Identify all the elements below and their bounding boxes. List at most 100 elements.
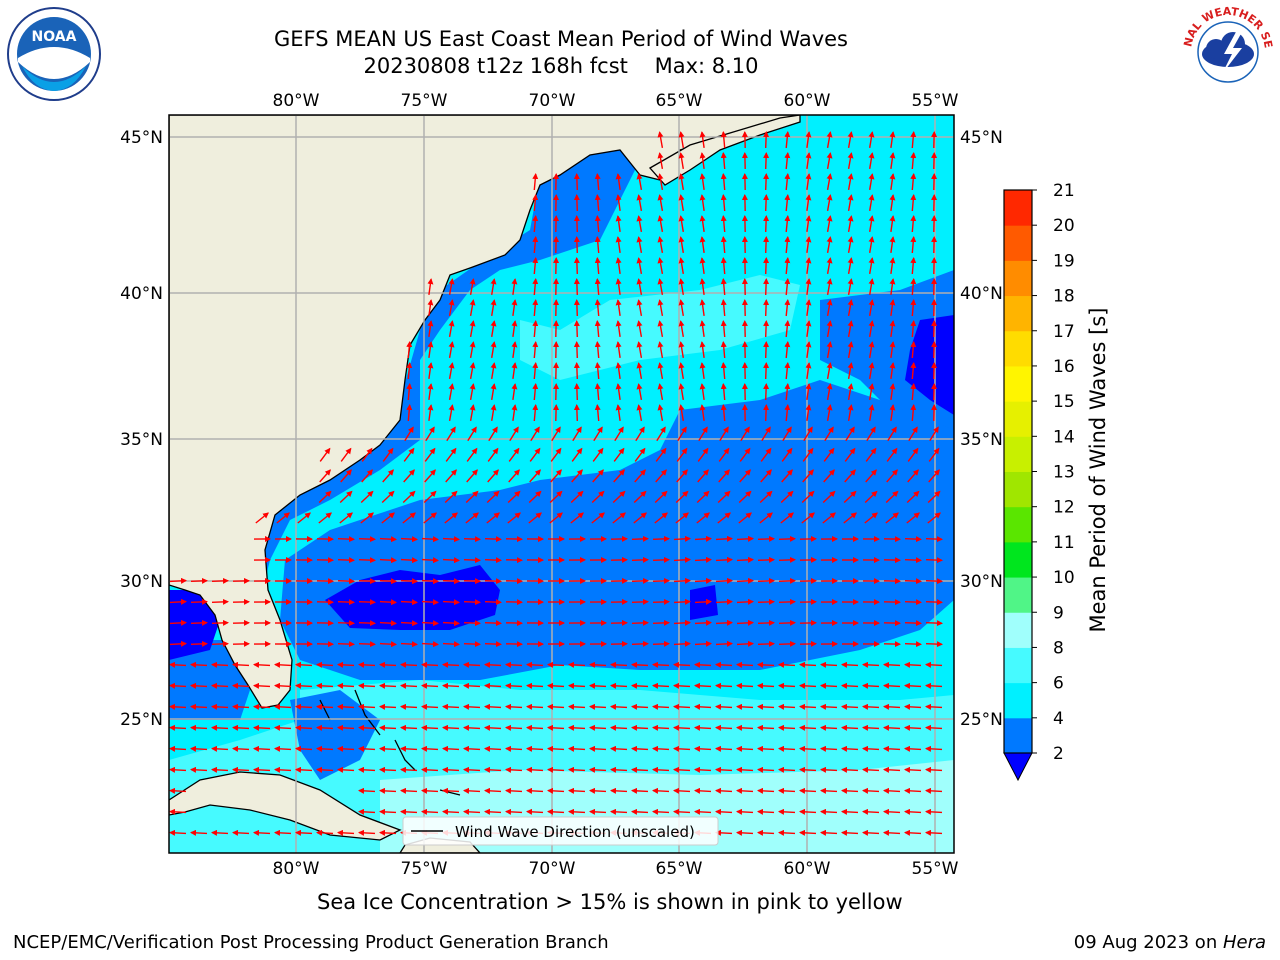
- wave-direction-arrow: [551, 426, 561, 442]
- wave-direction-arrow: [511, 320, 518, 337]
- wave-direction-arrow: [802, 469, 814, 483]
- wave-direction-arrow: [784, 320, 791, 338]
- wave-direction-arrow: [678, 404, 685, 422]
- wave-direction-arrow: [169, 577, 187, 584]
- wave-direction-arrow: [694, 661, 712, 668]
- wave-direction-arrow: [826, 257, 833, 275]
- wave-direction-arrow: [549, 512, 563, 524]
- wave-direction-arrow: [526, 808, 544, 815]
- wave-direction-arrow: [778, 619, 796, 626]
- lon-label: 80°W: [273, 859, 320, 879]
- wave-direction-arrow: [720, 173, 727, 191]
- ocean-4s-gulf: [290, 690, 380, 780]
- wave-direction-arrow: [169, 703, 187, 710]
- wave-direction-arrow: [801, 490, 815, 504]
- wave-direction-arrow: [547, 787, 565, 794]
- lon-label: 60°W: [784, 91, 831, 111]
- wave-direction-arrow: [904, 599, 922, 606]
- wave-direction-arrow: [295, 682, 313, 689]
- wave-direction-arrow: [526, 787, 544, 794]
- wave-direction-arrow: [910, 362, 917, 380]
- wave-direction-arrow: [358, 745, 376, 752]
- wave-direction-arrow: [847, 152, 854, 170]
- wave-direction-arrow: [781, 447, 793, 462]
- wave-direction-arrow: [736, 598, 754, 605]
- wave-direction-arrow: [190, 766, 208, 773]
- wave-direction-arrow: [484, 557, 502, 564]
- wave-direction-arrow: [904, 808, 922, 815]
- wave-direction-arrow: [631, 745, 649, 752]
- wave-direction-arrow: [699, 257, 706, 274]
- wave-direction-arrow: [361, 469, 373, 483]
- wave-direction-arrow: [613, 447, 625, 462]
- wave-direction-arrow: [910, 173, 917, 191]
- wave-direction-arrow: [511, 278, 518, 295]
- wave-direction-arrow: [568, 745, 586, 752]
- lat-label: 30°N: [960, 572, 1003, 592]
- wave-direction-arrow: [889, 236, 896, 253]
- wave-direction-arrow: [631, 577, 649, 584]
- wave-direction-arrow: [253, 745, 271, 752]
- wave-direction-arrow: [784, 383, 791, 401]
- wave-direction-arrow: [657, 383, 664, 401]
- wave-direction-arrow: [427, 404, 434, 421]
- wave-direction-arrow: [699, 320, 706, 337]
- wave-direction-arrow: [655, 469, 667, 483]
- wave-direction-arrow: [757, 745, 775, 752]
- wave-direction-arrow: [736, 535, 754, 542]
- wave-direction-arrow: [400, 745, 418, 752]
- wave-direction-arrow: [631, 556, 649, 563]
- colorbar-segment: [1004, 541, 1032, 578]
- wave-direction-arrow: [864, 512, 878, 524]
- wave-direction-arrow: [337, 599, 355, 606]
- wave-direction-arrow: [442, 808, 460, 815]
- footer-date: 09 Aug 2023 on Hera: [1074, 932, 1266, 953]
- wave-direction-arrow: [442, 724, 460, 731]
- wave-direction-arrow: [547, 724, 565, 731]
- wave-direction-arrow: [862, 808, 880, 815]
- wave-direction-arrow: [778, 577, 796, 584]
- wave-direction-arrow: [463, 536, 481, 543]
- wave-direction-arrow: [868, 215, 875, 233]
- wave-direction-arrow: [190, 640, 208, 647]
- wave-direction-arrow: [763, 278, 770, 296]
- wave-direction-arrow: [763, 131, 770, 149]
- wave-direction-arrow: [904, 557, 922, 564]
- wave-direction-arrow: [358, 641, 376, 648]
- wave-direction-arrow: [778, 808, 796, 815]
- wave-direction-arrow: [442, 557, 460, 564]
- wave-direction-arrow: [720, 257, 727, 275]
- lat-label: 40°N: [120, 284, 163, 304]
- wave-direction-arrow: [463, 599, 481, 606]
- wave-direction-arrow: [573, 278, 580, 296]
- wave-direction-arrow: [633, 490, 647, 504]
- wave-direction-arrow: [594, 257, 601, 275]
- wave-direction-arrow: [573, 383, 580, 401]
- wave-direction-arrow: [906, 490, 920, 504]
- wave-direction-arrow: [822, 490, 836, 504]
- wave-direction-arrow: [427, 341, 434, 358]
- wave-direction-arrow: [736, 556, 754, 563]
- wind-wave-vectors: [169, 131, 943, 836]
- wave-direction-arrow: [427, 320, 434, 337]
- wave-direction-arrow: [802, 447, 814, 462]
- wave-direction-arrow: [169, 766, 187, 773]
- wave-direction-arrow: [211, 745, 229, 752]
- wave-direction-arrow: [490, 278, 497, 296]
- wave-direction-arrow: [253, 724, 271, 731]
- wave-direction-arrow: [763, 194, 770, 212]
- wave-direction-arrow: [589, 745, 607, 752]
- wave-direction-arrow: [868, 320, 875, 338]
- wave-direction-arrow: [908, 426, 918, 442]
- wave-direction-arrow: [652, 808, 670, 815]
- colorbar-tick-label: 4: [1053, 709, 1064, 729]
- wave-direction-arrow: [169, 640, 187, 647]
- footer-credit: NCEP/EMC/Verification Post Processing Pr…: [13, 932, 609, 953]
- wave-direction-arrow: [868, 173, 875, 191]
- wave-direction-arrow: [826, 320, 833, 338]
- wave-direction-arrow: [636, 278, 643, 296]
- wave-direction-arrow: [763, 299, 770, 317]
- wave-direction-arrow: [696, 490, 710, 504]
- wave-direction-arrow: [715, 703, 733, 710]
